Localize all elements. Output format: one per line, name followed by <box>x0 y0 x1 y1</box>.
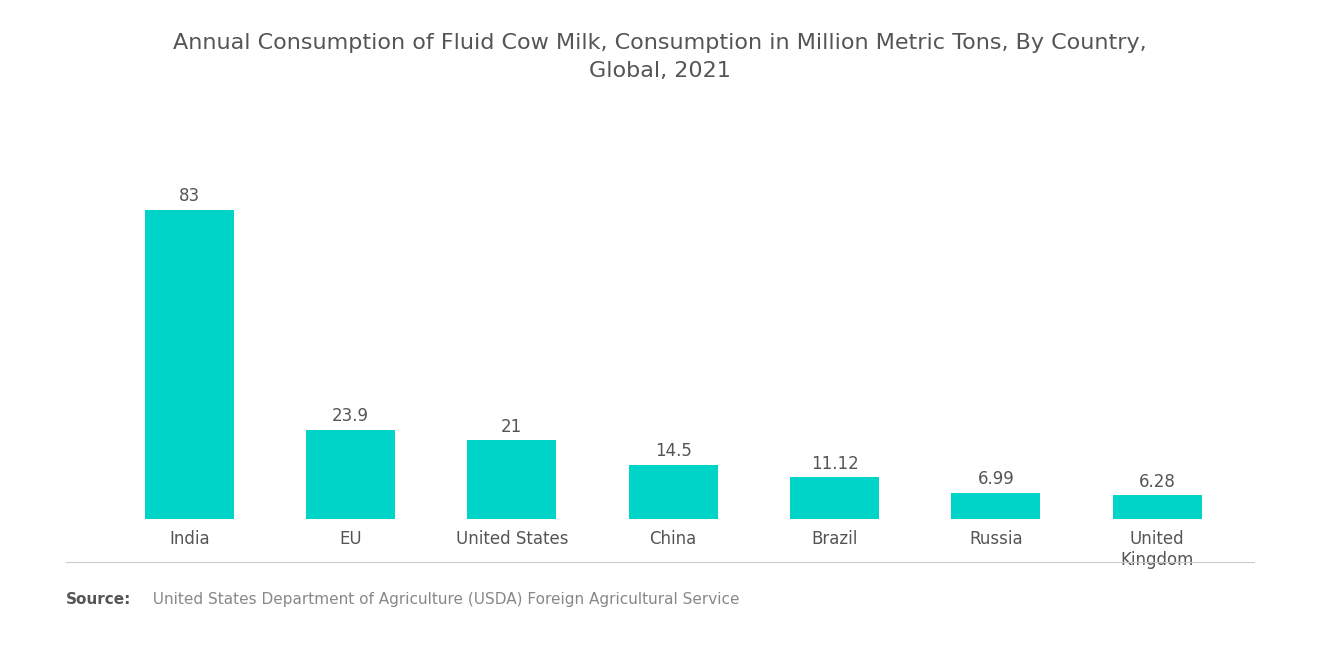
Bar <box>628 465 718 519</box>
Bar <box>791 477 879 519</box>
Text: 11.12: 11.12 <box>810 455 858 473</box>
Text: 6.99: 6.99 <box>978 470 1014 488</box>
Text: 21: 21 <box>502 418 523 436</box>
Text: 14.5: 14.5 <box>655 442 692 460</box>
Bar <box>1113 495 1201 519</box>
Bar <box>145 209 234 519</box>
Text: Source:: Source: <box>66 592 132 607</box>
Text: Annual Consumption of Fluid Cow Milk, Consumption in Million Metric Tons, By Cou: Annual Consumption of Fluid Cow Milk, Co… <box>173 33 1147 81</box>
Bar <box>952 493 1040 519</box>
Text: 83: 83 <box>178 187 199 205</box>
Bar <box>306 430 395 519</box>
Text: 23.9: 23.9 <box>333 407 370 425</box>
Text: 6.28: 6.28 <box>1139 473 1176 491</box>
Text: United States Department of Agriculture (USDA) Foreign Agricultural Service: United States Department of Agriculture … <box>143 592 739 607</box>
Bar <box>467 440 556 519</box>
